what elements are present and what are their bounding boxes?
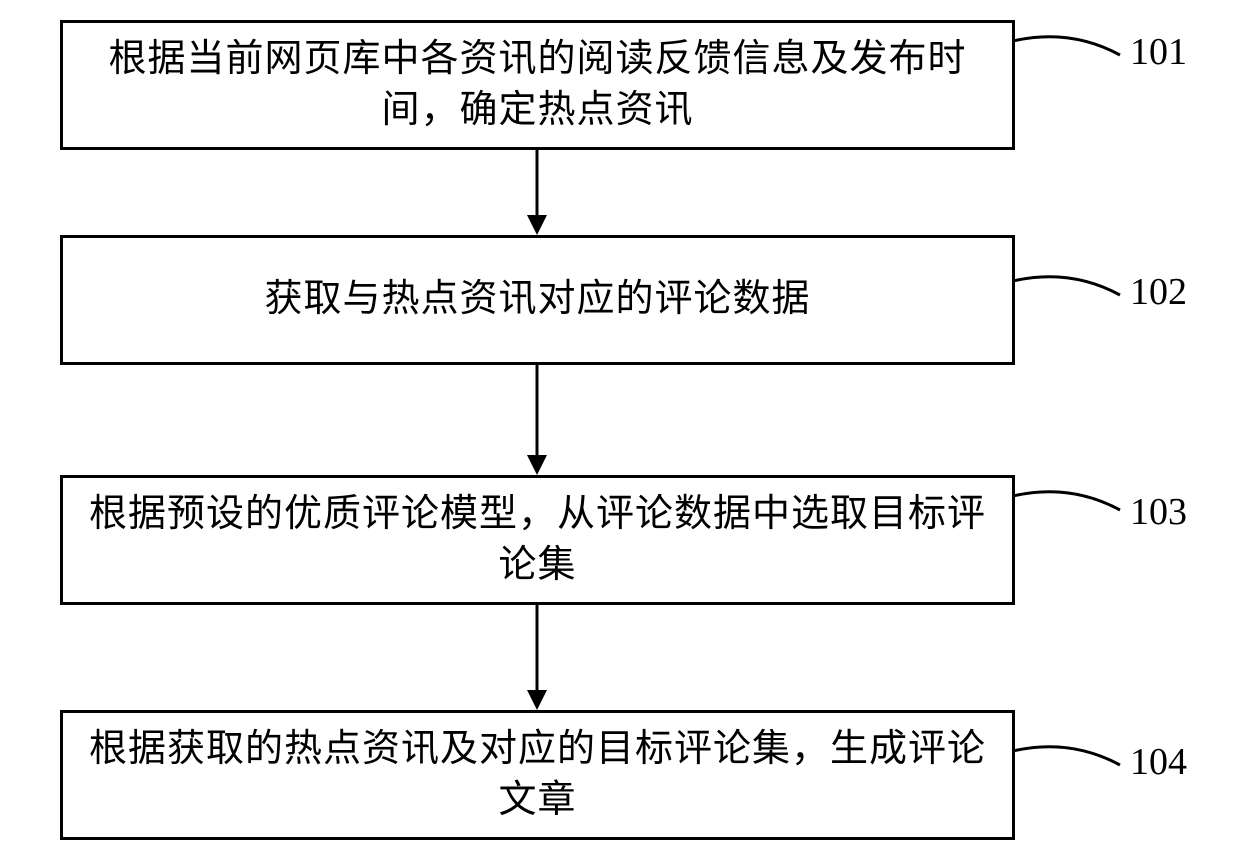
leader-4: [0, 0, 1240, 860]
flowchart-canvas: 根据当前网页库中各资讯的阅读反馈信息及发布时间，确定热点资讯 101 获取与热点…: [0, 0, 1240, 860]
flow-label-4: 104: [1130, 740, 1187, 784]
